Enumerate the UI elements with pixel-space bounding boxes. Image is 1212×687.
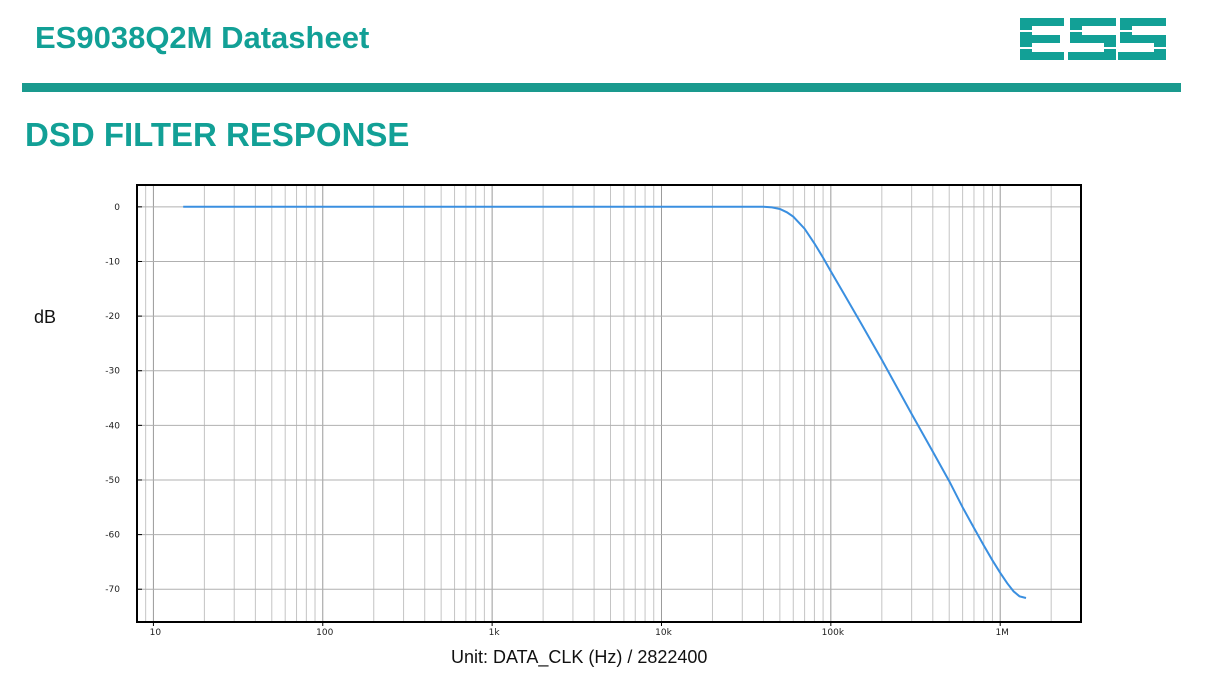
y-tick-label: -60 bbox=[105, 531, 120, 541]
y-axis-label: dB bbox=[34, 307, 57, 327]
response-curve bbox=[183, 205, 1027, 599]
y-tick-label: 0 bbox=[114, 203, 120, 213]
y-tick-label: -50 bbox=[105, 476, 120, 486]
x-tick-label: 100k bbox=[822, 628, 845, 638]
y-tick-label: -10 bbox=[105, 257, 120, 267]
x-tick-label: 1k bbox=[489, 628, 501, 638]
y-tick-label: -30 bbox=[105, 367, 120, 377]
major-grid bbox=[137, 185, 1081, 622]
x-tick-label: 100 bbox=[316, 628, 333, 638]
header-rule bbox=[22, 83, 1181, 92]
x-axis-label: Unit: DATA_CLK (Hz) / 2822400 bbox=[451, 647, 708, 667]
y-tick-label: -40 bbox=[105, 421, 120, 431]
x-tick-label: 10 bbox=[150, 628, 162, 638]
document-title: ES9038Q2M Datasheet bbox=[35, 20, 370, 55]
plot-frame bbox=[136, 184, 1082, 623]
y-tick-label: -70 bbox=[105, 585, 120, 595]
x-tick-label: 10k bbox=[655, 628, 672, 638]
tick-labels: 10 100 1k 10k 100k 1M 0 -10 -20 -30 -40 -50 -60 -70 bbox=[105, 203, 1009, 638]
x-tick-label: 1M bbox=[995, 628, 1009, 638]
y-tick-label: -20 bbox=[105, 312, 120, 322]
section-title: DSD FILTER RESPONSE bbox=[25, 116, 410, 153]
minor-grid bbox=[136, 185, 1082, 622]
ess-logo bbox=[1016, 18, 1168, 60]
